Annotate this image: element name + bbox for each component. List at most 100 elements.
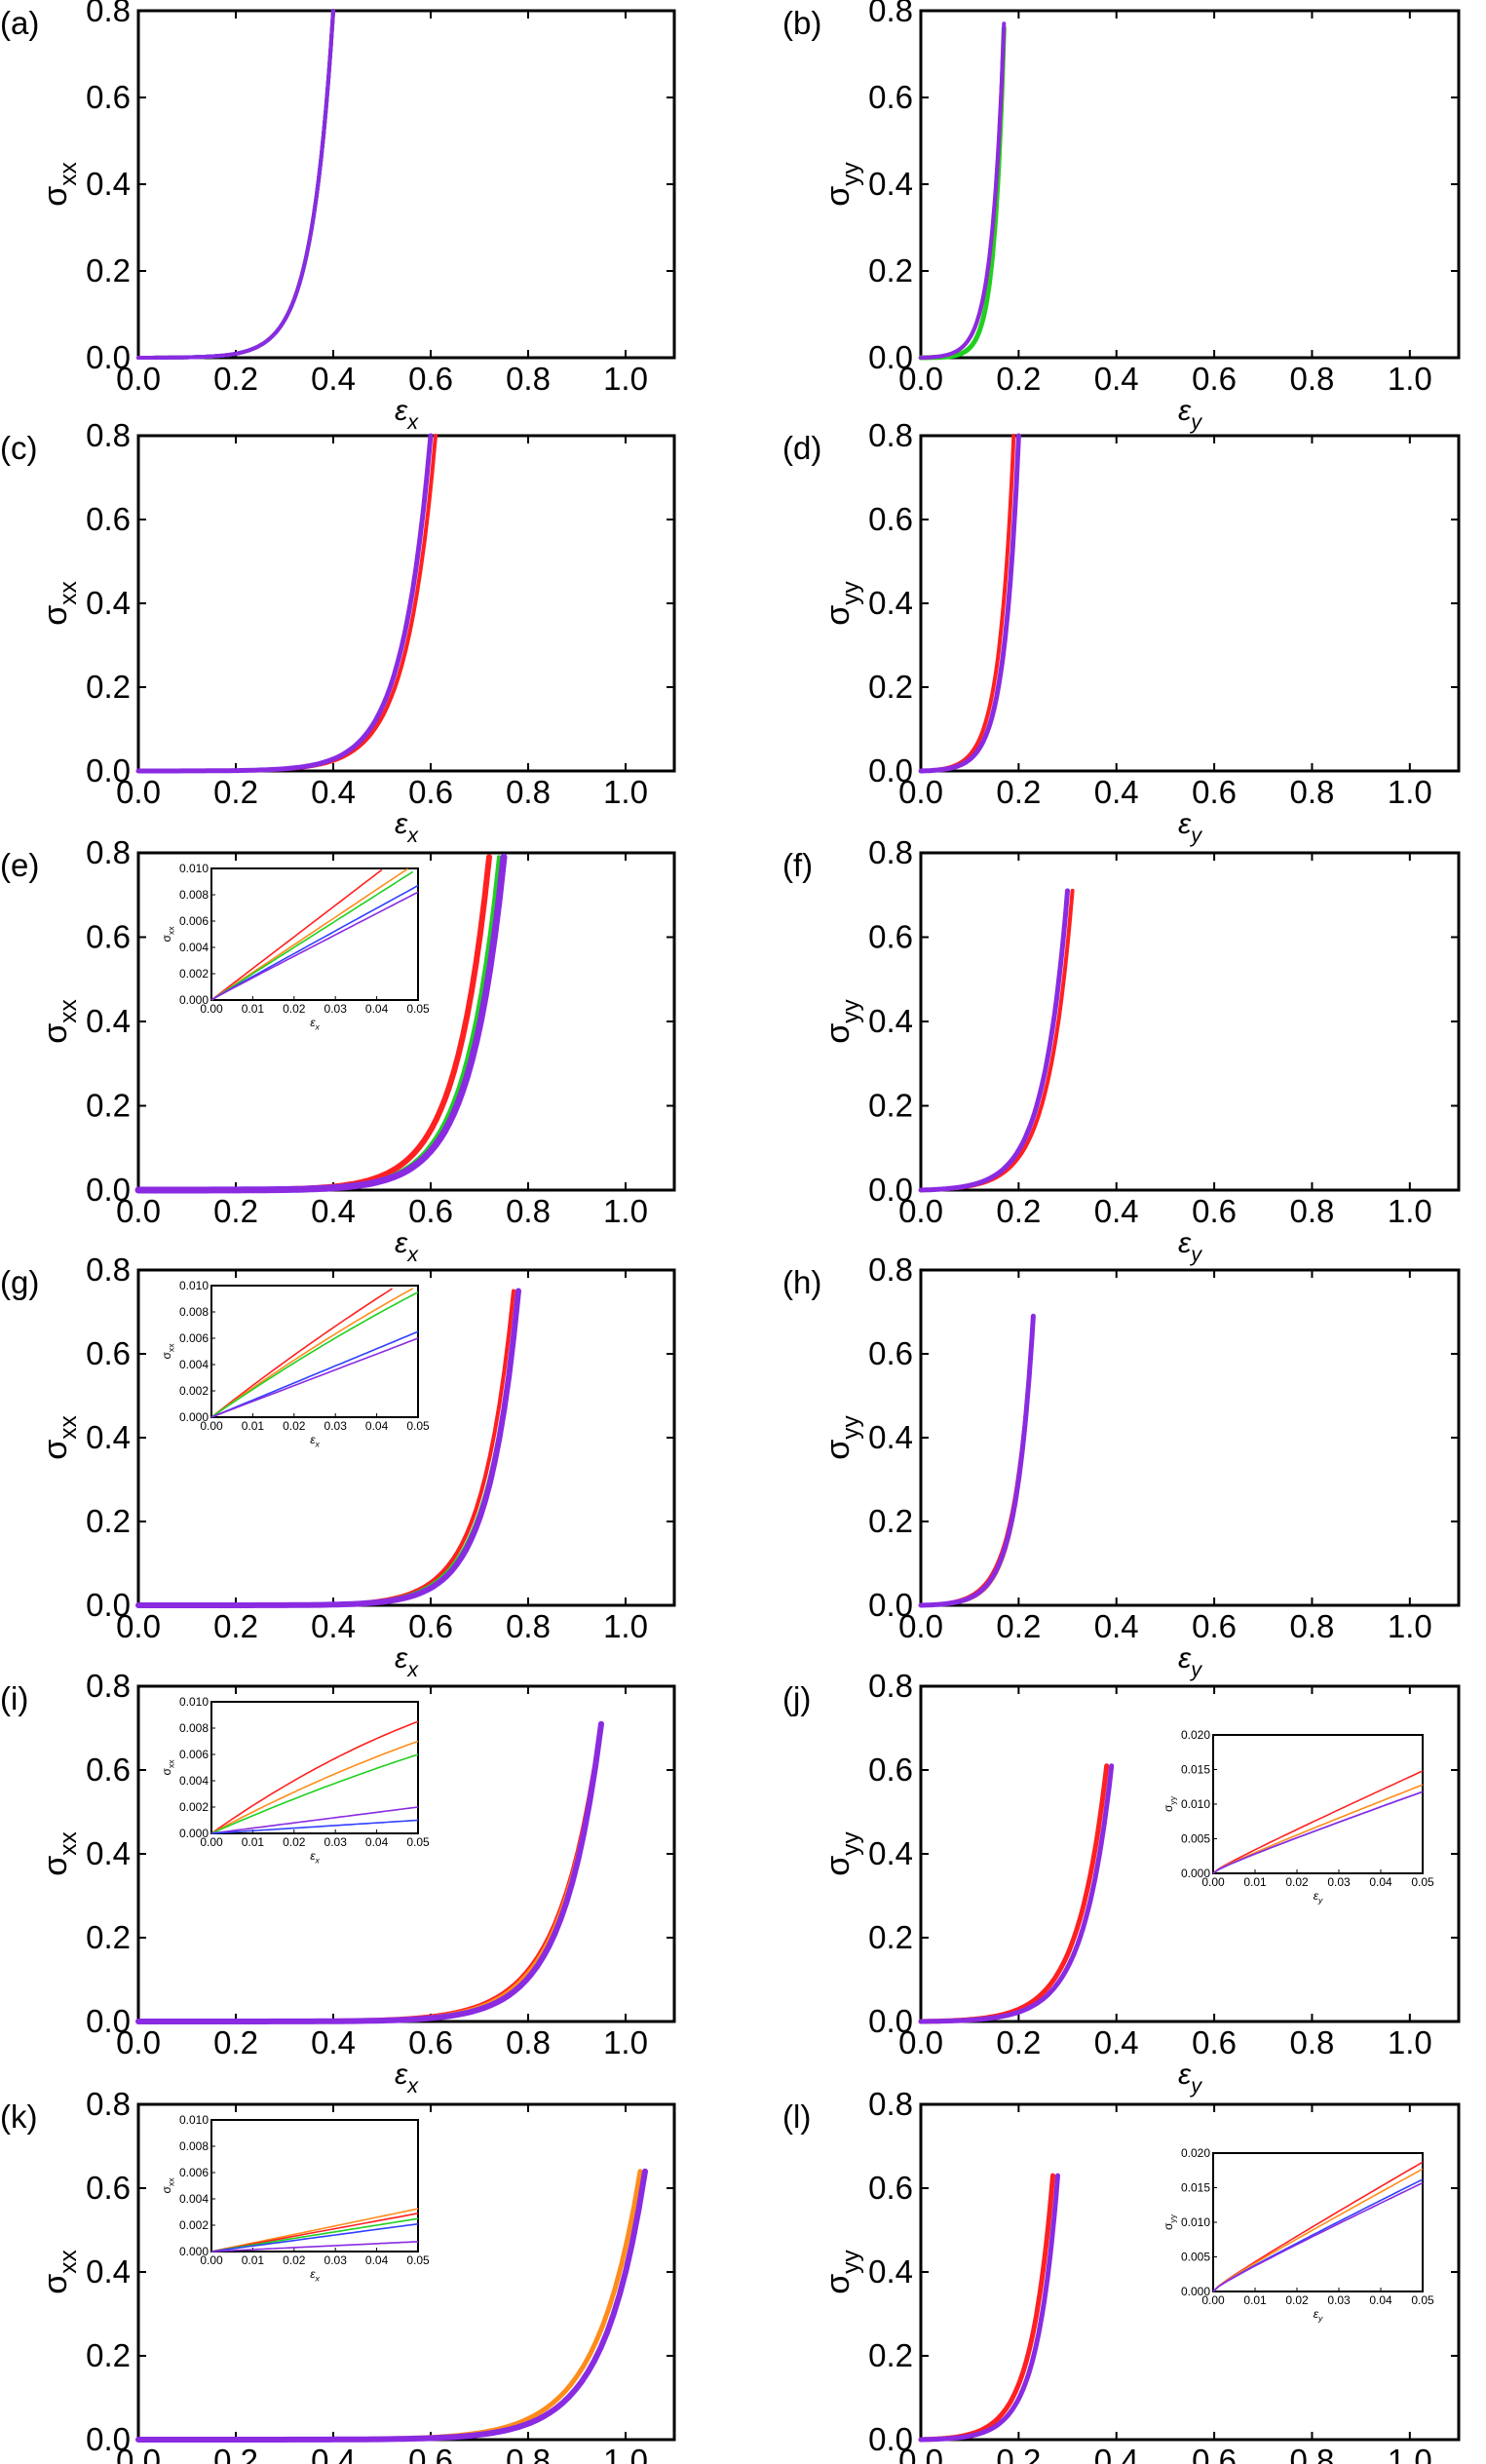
series-group xyxy=(135,433,438,774)
y-tick-label: 0.2 xyxy=(868,252,913,289)
x-axis-label: εx xyxy=(395,808,419,847)
y-tick-label: 0.6 xyxy=(868,2170,913,2206)
inset-y-tick-label: 0.005 xyxy=(1181,1832,1210,1846)
inset-series-line xyxy=(1212,2181,1424,2292)
x-axis-label: εy xyxy=(1178,808,1202,847)
inset-y-axis-label-sub: xx xyxy=(167,2177,176,2186)
y-tick-label: 0.2 xyxy=(868,2337,913,2373)
y-axis-label-main: σ xyxy=(819,1023,857,1044)
x-tick-label: 0.0 xyxy=(116,1608,161,1644)
x-tick-label: 1.0 xyxy=(603,1193,648,1229)
inset-x-tick-label: 0.01 xyxy=(242,1419,265,1433)
y-tick-label: 0.6 xyxy=(86,1335,131,1371)
x-tick-label: 0.6 xyxy=(408,1193,453,1229)
x-tick-label: 0.2 xyxy=(213,2024,258,2060)
inset-frame xyxy=(210,1701,419,1834)
panel-label: (a) xyxy=(0,5,39,41)
inset-x-axis-label-sub: x xyxy=(314,1022,320,1032)
series-line-purple xyxy=(135,1288,521,1608)
x-axis-label-sub: y xyxy=(1189,823,1202,847)
inset-y-tick-label: 0.000 xyxy=(179,2245,209,2258)
x-tick-label: 1.0 xyxy=(1388,1193,1432,1229)
inset-y-tick-label: 0.006 xyxy=(179,1331,209,1345)
inset-y-axis-label: σxx xyxy=(160,926,176,943)
inset-y-tick-label: 0.008 xyxy=(179,1305,209,1319)
y-tick-label: 0.2 xyxy=(868,1088,913,1124)
x-tick-label: 0.6 xyxy=(1192,1608,1237,1644)
series-line-purple xyxy=(135,1720,604,2024)
series-line-purple xyxy=(136,9,335,360)
y-axis-label: σxx xyxy=(37,581,82,625)
x-axis-label: εy xyxy=(1178,1227,1202,1266)
inset-x-tick-label: 0.02 xyxy=(1285,2293,1309,2307)
x-tick-label: 0.6 xyxy=(408,361,453,397)
x-ticks: 0.0 0.2 0.4 0.6 0.8 1.0 xyxy=(116,1686,648,2060)
y-axis-label-sub: yy xyxy=(838,999,864,1023)
x-axis-label-main: ε xyxy=(1178,1642,1192,1675)
x-tick-label: 0.4 xyxy=(311,774,356,810)
inset-x-axis-label: εx xyxy=(310,2267,320,2284)
x-ticks: 0.0 0.2 0.4 0.6 0.8 1.0 xyxy=(898,853,1432,1229)
x-tick-label: 0.2 xyxy=(996,1193,1041,1229)
panel-label: (f) xyxy=(782,847,813,883)
panel-g: 0.0 0.2 0.4 0.6 0.8 1.00.00.20.40.60.8εxσxx(g… xyxy=(0,1251,676,1681)
x-tick-label: 0.6 xyxy=(1192,361,1237,397)
y-tick-label: 0.0 xyxy=(868,339,913,375)
inset-y-axis-label-main: σ xyxy=(1162,2222,1175,2230)
inset-x-tick-label: 0.02 xyxy=(1285,1875,1309,1889)
y-tick-label: 0.8 xyxy=(868,0,913,28)
x-ticks: 0.0 0.2 0.4 0.6 0.8 1.0 xyxy=(898,1686,1432,2060)
inset-y-axis-label-sub: xx xyxy=(167,1343,176,1352)
series-group xyxy=(136,9,335,360)
x-tick-label: 1.0 xyxy=(1388,2024,1432,2060)
panel-label: (d) xyxy=(782,430,821,466)
y-ticks: 0.0 0.2 0.4 0.6 0.8 xyxy=(86,2086,674,2457)
inset-y-axis-label-sub: xx xyxy=(167,926,176,935)
x-axis-label-main: ε xyxy=(395,808,408,840)
inset-x-tick-label: 0.04 xyxy=(365,1002,389,1016)
y-axis-label: σyy xyxy=(819,999,864,1044)
inset-x-tick-label: 0.02 xyxy=(283,1419,306,1433)
y-axis-label-main: σ xyxy=(819,186,857,207)
inset-x-tick-label: 0.02 xyxy=(283,2253,306,2267)
panel-label: (g) xyxy=(0,1264,39,1300)
panel-label: (e) xyxy=(0,847,39,883)
x-ticks: 0.0 0.2 0.4 0.6 0.8 1.0 xyxy=(116,1270,648,1644)
plot-frame xyxy=(136,9,676,360)
panel-label: (j) xyxy=(782,1680,811,1716)
inset-frame xyxy=(1212,1734,1424,1874)
y-ticks: 0.0 0.2 0.4 0.6 0.8 xyxy=(868,417,1459,789)
y-axis-label-main: σ xyxy=(819,605,857,626)
x-axis-label-main: ε xyxy=(1178,1227,1192,1259)
x-tick-label: 0.8 xyxy=(1290,361,1335,397)
inset-y-tick-label: 0.004 xyxy=(179,941,209,954)
inset-y-axis-label: σyy xyxy=(1162,2214,1178,2230)
panel-c: 0.0 0.2 0.4 0.6 0.8 1.0 0.0 0.2 0.4 0.6 0.8 εx σxx (c… xyxy=(0,417,676,847)
x-axis-label-main: ε xyxy=(1178,2059,1192,2091)
inset-x-tick-label: 0.00 xyxy=(200,2253,223,2267)
x-tick-label: 1.0 xyxy=(603,1608,648,1644)
x-tick-label: 0.0 xyxy=(898,2443,943,2464)
y-tick-label: 0.2 xyxy=(86,1503,131,1539)
inset-x-tick-label: 0.00 xyxy=(1201,2293,1225,2307)
inset-x-tick-label: 0.03 xyxy=(324,1835,348,1849)
x-tick-label: 0.8 xyxy=(506,361,551,397)
x-axis-label-main: ε xyxy=(1178,808,1192,840)
y-tick-label: 0.4 xyxy=(86,1419,131,1455)
x-ticks: 0.0 0.2 0.4 0.6 0.8 1.0 xyxy=(116,853,648,1229)
y-ticks: 0.0 0.2 0.4 0.6 0.8 xyxy=(868,834,1459,1208)
inset-y-axis-label-main: σ xyxy=(160,1768,173,1776)
y-tick-label: 0.4 xyxy=(86,2253,131,2290)
x-ticks: 0.0 0.2 0.4 0.6 0.8 1.0 xyxy=(898,11,1432,397)
y-tick-label: 0.6 xyxy=(86,2170,131,2206)
inset-series-line xyxy=(210,2222,419,2252)
x-tick-label: 0.2 xyxy=(213,774,258,810)
x-tick-label: 0.6 xyxy=(1192,2443,1237,2464)
y-tick-label: 0.0 xyxy=(868,1172,913,1208)
panel-e: 0.0 0.2 0.4 0.6 0.8 1.00.00.20.40.60.8εxσxx(e… xyxy=(0,834,676,1266)
y-axis-label-sub: yy xyxy=(838,581,864,605)
x-tick-label: 0.0 xyxy=(898,1193,943,1229)
series-group xyxy=(135,2168,648,2443)
y-ticks: 0.0 0.2 0.4 0.6 0.8 xyxy=(86,417,674,789)
panel-label: (c) xyxy=(0,430,37,466)
